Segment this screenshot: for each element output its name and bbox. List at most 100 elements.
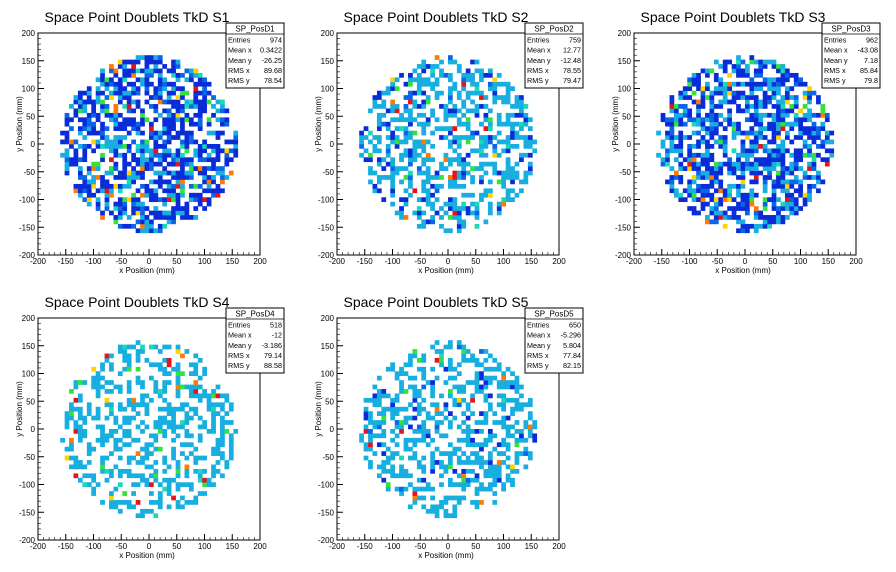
heatmap-cell <box>713 130 719 136</box>
heatmap-cell <box>519 95 524 100</box>
heatmap-cell <box>523 420 529 425</box>
heatmap-cell <box>696 161 701 167</box>
heatmap-cell <box>184 433 190 439</box>
heatmap-cell <box>69 144 74 149</box>
axis-ticks <box>336 317 560 541</box>
heatmap-cell <box>144 406 150 412</box>
heatmap-cell <box>157 406 163 412</box>
heatmap-cell <box>144 228 150 234</box>
heatmap-cell <box>131 504 136 510</box>
heatmap-cell <box>188 406 194 412</box>
heatmap-cell <box>673 148 679 154</box>
heatmap-cell <box>135 201 141 207</box>
heatmap-cell <box>95 86 101 92</box>
heatmap-cell <box>669 183 675 189</box>
heatmap-cell <box>126 380 132 385</box>
heatmap-cell <box>767 95 772 100</box>
heatmap-cell <box>188 371 194 377</box>
heatmap-cell <box>820 144 826 149</box>
stats-box-name: SP_PosD4 <box>235 310 275 319</box>
heatmap-cell <box>376 464 382 470</box>
stats-value: 5.804 <box>563 341 581 350</box>
heatmap-cell <box>771 126 777 131</box>
heatmap-cell <box>82 148 88 154</box>
heatmap-cell <box>403 406 409 412</box>
heatmap-cell <box>727 117 732 123</box>
heatmap-cell <box>193 148 199 154</box>
heatmap-cell <box>416 197 422 203</box>
chart-title: Space Point Doublets TkD S1 <box>45 9 230 25</box>
heatmap-cell <box>448 157 453 163</box>
stats-value: 518 <box>270 320 282 329</box>
heatmap-cell <box>144 59 150 65</box>
heatmap-cell <box>91 166 97 171</box>
heatmap-cell <box>372 99 378 105</box>
heatmap-cell <box>430 68 435 74</box>
heatmap-cell <box>224 117 230 123</box>
heatmap-cell <box>448 161 453 167</box>
heatmap-cell <box>736 126 741 131</box>
heatmap-cell <box>718 77 724 83</box>
heatmap-cell <box>691 72 697 78</box>
heatmap-cell <box>660 117 666 123</box>
heatmap-cell <box>104 135 110 140</box>
heatmap-cell <box>153 139 159 145</box>
heatmap-cell <box>784 90 790 96</box>
heatmap-cell <box>385 406 391 412</box>
heatmap-cell <box>434 349 440 354</box>
heatmap-cell <box>465 192 471 198</box>
heatmap-cell <box>82 99 88 105</box>
heatmap-cell <box>104 126 110 131</box>
heatmap-cell <box>811 130 817 136</box>
heatmap-cell <box>113 108 119 114</box>
heatmap-cell <box>722 192 728 198</box>
heatmap-cell <box>131 415 136 421</box>
heatmap-cell <box>359 139 364 145</box>
heatmap-cell <box>390 86 396 92</box>
heatmap-cell <box>166 139 172 145</box>
heatmap-cell <box>461 384 467 390</box>
heatmap-cell <box>122 135 128 140</box>
stats-box-name: SP_PosD1 <box>235 25 275 34</box>
heatmap-cell <box>104 197 110 203</box>
stats-value: 78.54 <box>264 76 282 85</box>
heatmap-cell <box>193 384 199 390</box>
heatmap-cell <box>425 482 431 488</box>
heatmap-cell <box>206 197 212 203</box>
heatmap-cell <box>140 108 145 114</box>
heatmap-cell <box>95 117 101 123</box>
heatmap-cell <box>718 81 724 87</box>
heatmap-cell <box>416 170 422 176</box>
heatmap-cell <box>448 108 453 114</box>
heatmap-cell <box>461 420 467 425</box>
heatmap-cell <box>149 464 154 470</box>
stats-value: -5.296 <box>561 331 581 340</box>
heatmap-cell <box>430 344 435 350</box>
heatmap-cell <box>696 130 701 136</box>
heatmap-cell <box>669 108 675 114</box>
heatmap-cell <box>673 157 679 163</box>
heatmap-cell <box>816 126 821 131</box>
heatmap-cell <box>487 126 493 131</box>
heatmap-cell <box>211 148 216 154</box>
heatmap-cell <box>131 210 136 216</box>
heatmap-cell <box>501 482 507 488</box>
heatmap-cell <box>448 183 453 189</box>
heatmap-cell <box>811 152 817 158</box>
heatmap-cell <box>86 112 92 118</box>
heatmap-cell <box>175 486 181 492</box>
heatmap-cell <box>416 72 422 78</box>
heatmap-cell <box>206 175 212 180</box>
heatmap-cell <box>113 415 119 421</box>
heatmap-cell <box>430 389 435 394</box>
heatmap-cell <box>802 175 808 180</box>
heatmap-cell <box>91 384 97 390</box>
heatmap-cell <box>394 424 400 430</box>
heatmap-cell <box>416 223 422 229</box>
heatmap-cell <box>758 81 764 87</box>
heatmap-cell <box>673 175 679 180</box>
heatmap-cell <box>673 112 679 118</box>
heatmap-cell <box>696 152 701 158</box>
heatmap-cell <box>157 362 163 368</box>
heatmap-cell <box>399 468 404 474</box>
